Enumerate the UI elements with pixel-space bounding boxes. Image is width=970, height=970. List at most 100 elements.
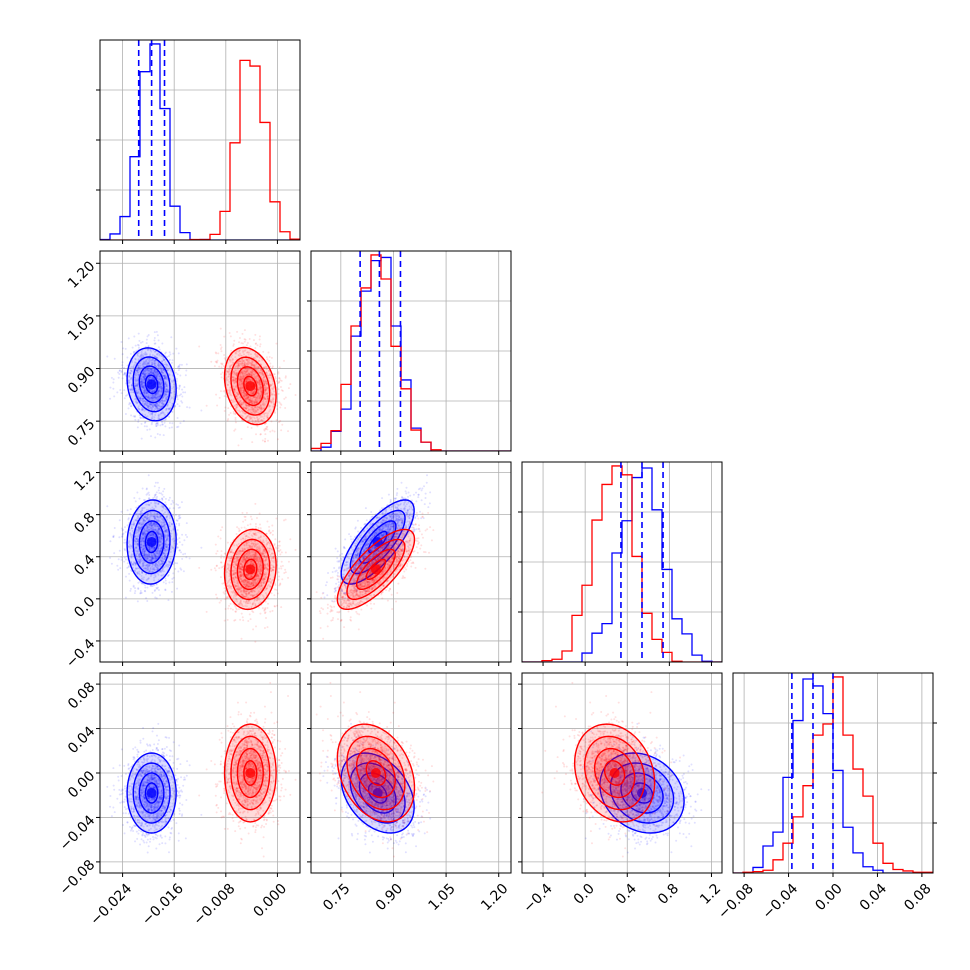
- sample-point: [134, 378, 137, 381]
- sample-point: [143, 384, 146, 387]
- sample-point: [154, 596, 157, 599]
- sample-point: [136, 384, 139, 387]
- sample-point: [117, 558, 120, 561]
- sample-point: [176, 426, 179, 429]
- sample-point: [131, 383, 134, 386]
- sample-point: [287, 387, 290, 390]
- sample-point: [143, 376, 146, 379]
- sample-point: [240, 637, 243, 640]
- sample-point: [130, 389, 133, 392]
- sample-point: [166, 377, 169, 380]
- sample-point: [182, 570, 185, 573]
- sample-point: [134, 414, 137, 417]
- sample-point: [178, 384, 181, 387]
- sample-point: [158, 381, 161, 384]
- sample-point: [154, 404, 157, 407]
- sample-point: [126, 562, 129, 565]
- sample-point: [156, 422, 159, 425]
- sample-point: [142, 375, 145, 378]
- sample-point: [158, 390, 161, 393]
- sample-point: [171, 499, 174, 502]
- sample-point: [173, 383, 176, 386]
- sample-point: [146, 415, 149, 418]
- density-peak: [146, 379, 157, 390]
- sample-point: [161, 405, 164, 408]
- sample-point: [283, 359, 286, 362]
- sample-point: [221, 526, 224, 529]
- sample-point: [159, 400, 162, 403]
- sample-point: [120, 510, 123, 513]
- sample-point: [176, 538, 179, 541]
- sample-point: [178, 386, 181, 389]
- sample-point: [150, 363, 153, 366]
- sample-point: [147, 497, 150, 500]
- sample-point: [279, 553, 282, 556]
- sample-point: [149, 359, 152, 362]
- sample-point: [143, 404, 146, 407]
- scatter-panel: [106, 327, 297, 451]
- sample-point: [151, 398, 154, 401]
- sample-point: [256, 425, 259, 428]
- sample-point: [165, 399, 168, 402]
- panel-background: [100, 251, 300, 451]
- sample-point: [278, 380, 281, 383]
- sample-point: [171, 396, 174, 399]
- sample-point: [154, 493, 157, 496]
- sample-point: [162, 411, 165, 414]
- sample-point: [170, 361, 173, 364]
- sample-point: [155, 370, 158, 373]
- sample-point: [234, 428, 237, 431]
- sample-point: [161, 423, 164, 426]
- sample-point: [136, 379, 139, 382]
- sample-point: [128, 375, 131, 378]
- sample-point: [216, 404, 219, 407]
- sample-point: [131, 387, 134, 390]
- sample-point: [172, 572, 175, 575]
- sample-point: [153, 396, 156, 399]
- sample-point: [142, 376, 145, 379]
- sample-point: [171, 513, 174, 516]
- sample-point: [163, 399, 166, 402]
- sample-point: [160, 387, 163, 390]
- sample-point: [150, 367, 153, 370]
- sample-point: [234, 421, 237, 424]
- sample-point: [157, 375, 160, 378]
- sample-point: [143, 389, 146, 392]
- sample-point: [141, 356, 144, 359]
- sample-point: [174, 371, 177, 374]
- sample-point: [141, 487, 144, 490]
- sample-point: [255, 517, 258, 520]
- sample-point: [159, 366, 162, 369]
- sample-point: [149, 348, 152, 351]
- sample-point: [149, 372, 152, 375]
- sample-point: [230, 349, 233, 352]
- sample-point: [160, 360, 163, 363]
- sample-point: [141, 378, 144, 381]
- sample-point: [152, 372, 155, 375]
- sample-point: [166, 404, 169, 407]
- sample-point: [123, 371, 126, 374]
- sample-point: [150, 403, 153, 406]
- sample-point: [172, 385, 175, 388]
- sample-point: [284, 376, 287, 379]
- sample-point: [130, 377, 133, 380]
- sample-point: [139, 356, 142, 359]
- sample-point: [139, 392, 142, 395]
- sample-point: [143, 376, 146, 379]
- sample-point: [165, 393, 168, 396]
- sample-point: [165, 388, 168, 391]
- sample-point: [141, 354, 144, 357]
- sample-point: [162, 358, 165, 361]
- sample-point: [220, 346, 223, 349]
- sample-point: [159, 394, 162, 397]
- sample-point: [156, 390, 159, 393]
- sample-point: [149, 370, 152, 373]
- sample-point: [164, 375, 167, 378]
- sample-point: [141, 372, 144, 375]
- sample-point: [128, 381, 131, 384]
- sample-point: [165, 391, 168, 394]
- sample-point: [171, 359, 174, 362]
- sample-point: [165, 388, 168, 391]
- sample-point: [158, 353, 161, 356]
- sample-point: [134, 379, 137, 382]
